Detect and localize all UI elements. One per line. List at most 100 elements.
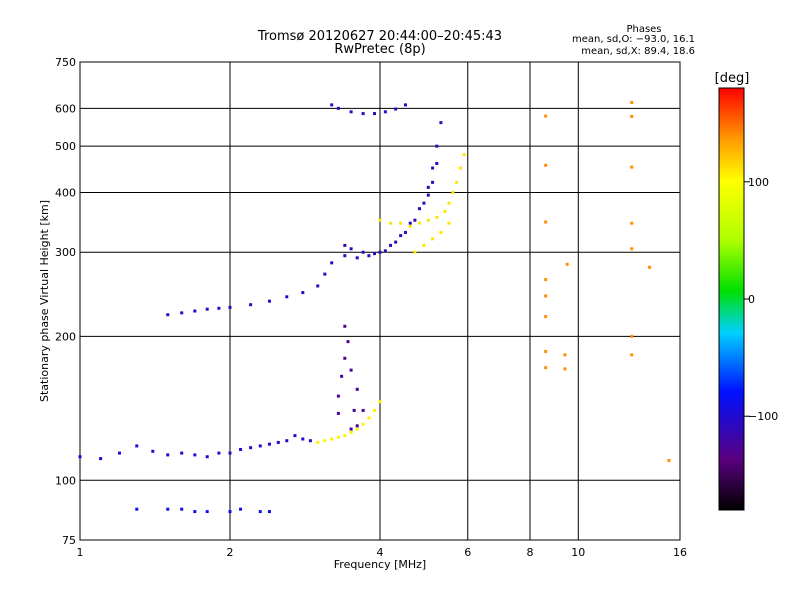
x-tick-label: 4 (377, 546, 384, 559)
data-point (361, 422, 365, 426)
data-point (435, 144, 439, 148)
data-point (285, 295, 289, 299)
grid (80, 62, 680, 540)
data-point (293, 434, 297, 438)
data-point (166, 453, 170, 457)
data-point (276, 440, 280, 444)
data-point (435, 161, 439, 165)
colorbar-label: [deg] (715, 71, 750, 86)
data-point (336, 435, 340, 439)
x-tick-label: 1 (77, 546, 84, 559)
chart-subtitle: RwPretec (8p) (334, 42, 425, 57)
data-point (422, 243, 426, 247)
data-point (180, 311, 184, 315)
data-point (346, 340, 350, 344)
data-point (435, 215, 439, 219)
data-point (239, 447, 243, 451)
data-point (249, 303, 253, 307)
data-point (439, 121, 443, 125)
data-point (544, 349, 548, 353)
data-point (336, 394, 340, 398)
data-point (301, 437, 305, 441)
data-point (349, 427, 353, 431)
data-point (544, 294, 548, 298)
data-point (563, 353, 567, 357)
data-point (316, 284, 320, 288)
x-tick-label: 2 (227, 546, 234, 559)
data-point (330, 261, 334, 265)
data-point (323, 439, 327, 443)
data-point (349, 247, 353, 251)
data-point (565, 262, 569, 266)
data-point (399, 221, 403, 225)
data-point (166, 507, 170, 511)
data-point (343, 243, 347, 247)
data-point (267, 442, 271, 446)
data-point (267, 299, 271, 303)
data-point (431, 237, 435, 241)
data-point (373, 252, 377, 256)
data-point (349, 110, 353, 114)
data-point (330, 103, 334, 107)
data-point (403, 103, 407, 107)
data-point (258, 510, 262, 514)
data-point (544, 163, 548, 167)
data-point (378, 218, 382, 222)
data-point (135, 444, 139, 448)
data-point (417, 221, 421, 225)
data-point (378, 250, 382, 254)
data-point (426, 193, 430, 197)
data-point (308, 439, 312, 443)
data-point (316, 440, 320, 444)
data-point (447, 201, 451, 205)
data-point (373, 408, 377, 412)
stats-x-mode: mean, sd,X: 89.4, 18.6 (581, 46, 695, 57)
data-point (228, 451, 232, 455)
x-tick-label: 16 (673, 546, 687, 559)
data-point (630, 101, 634, 105)
data-point (180, 451, 184, 455)
data-point (205, 510, 209, 514)
y-tick-label: 100 (55, 474, 76, 487)
data-point (336, 411, 340, 415)
y-tick-label: 400 (55, 186, 76, 199)
data-point (193, 453, 197, 457)
data-point (193, 510, 197, 514)
data-point (544, 278, 548, 282)
data-point (630, 165, 634, 169)
data-point (336, 106, 340, 110)
data-point (544, 366, 548, 370)
data-point (413, 250, 417, 254)
data-point (383, 249, 387, 253)
data-point (383, 110, 387, 114)
data-point (205, 307, 209, 311)
y-tick-label: 200 (55, 330, 76, 343)
y-axis-label: Stationary phase Virtual Height [km] (38, 200, 51, 402)
data-point (361, 250, 365, 254)
data-point (99, 457, 103, 461)
data-point (352, 408, 356, 412)
x-axis-ticks: 1 2 4 6 8 10 16 (77, 546, 688, 559)
data-point (417, 207, 421, 211)
data-point (267, 510, 271, 514)
data-point (563, 367, 567, 371)
data-points (78, 101, 671, 514)
y-tick-label: 500 (55, 140, 76, 153)
stats-o-mode: mean, sd,O: −93.0, 16.1 (572, 34, 695, 45)
data-point (462, 153, 466, 157)
data-point (426, 218, 430, 222)
colorbar-tick-label: 0 (748, 293, 755, 306)
y-tick-label: 75 (62, 534, 76, 547)
data-point (193, 309, 197, 313)
data-point (180, 507, 184, 511)
data-point (340, 374, 344, 378)
plot-area: 1 2 4 6 8 10 16 75 100 200 300 400 500 600 750 (55, 56, 687, 559)
data-point (166, 313, 170, 317)
data-point (458, 166, 462, 170)
data-point (439, 230, 443, 234)
data-point (117, 451, 121, 455)
data-point (367, 254, 371, 258)
colorbar-tick-label: −100 (748, 410, 778, 423)
data-point (451, 190, 455, 194)
